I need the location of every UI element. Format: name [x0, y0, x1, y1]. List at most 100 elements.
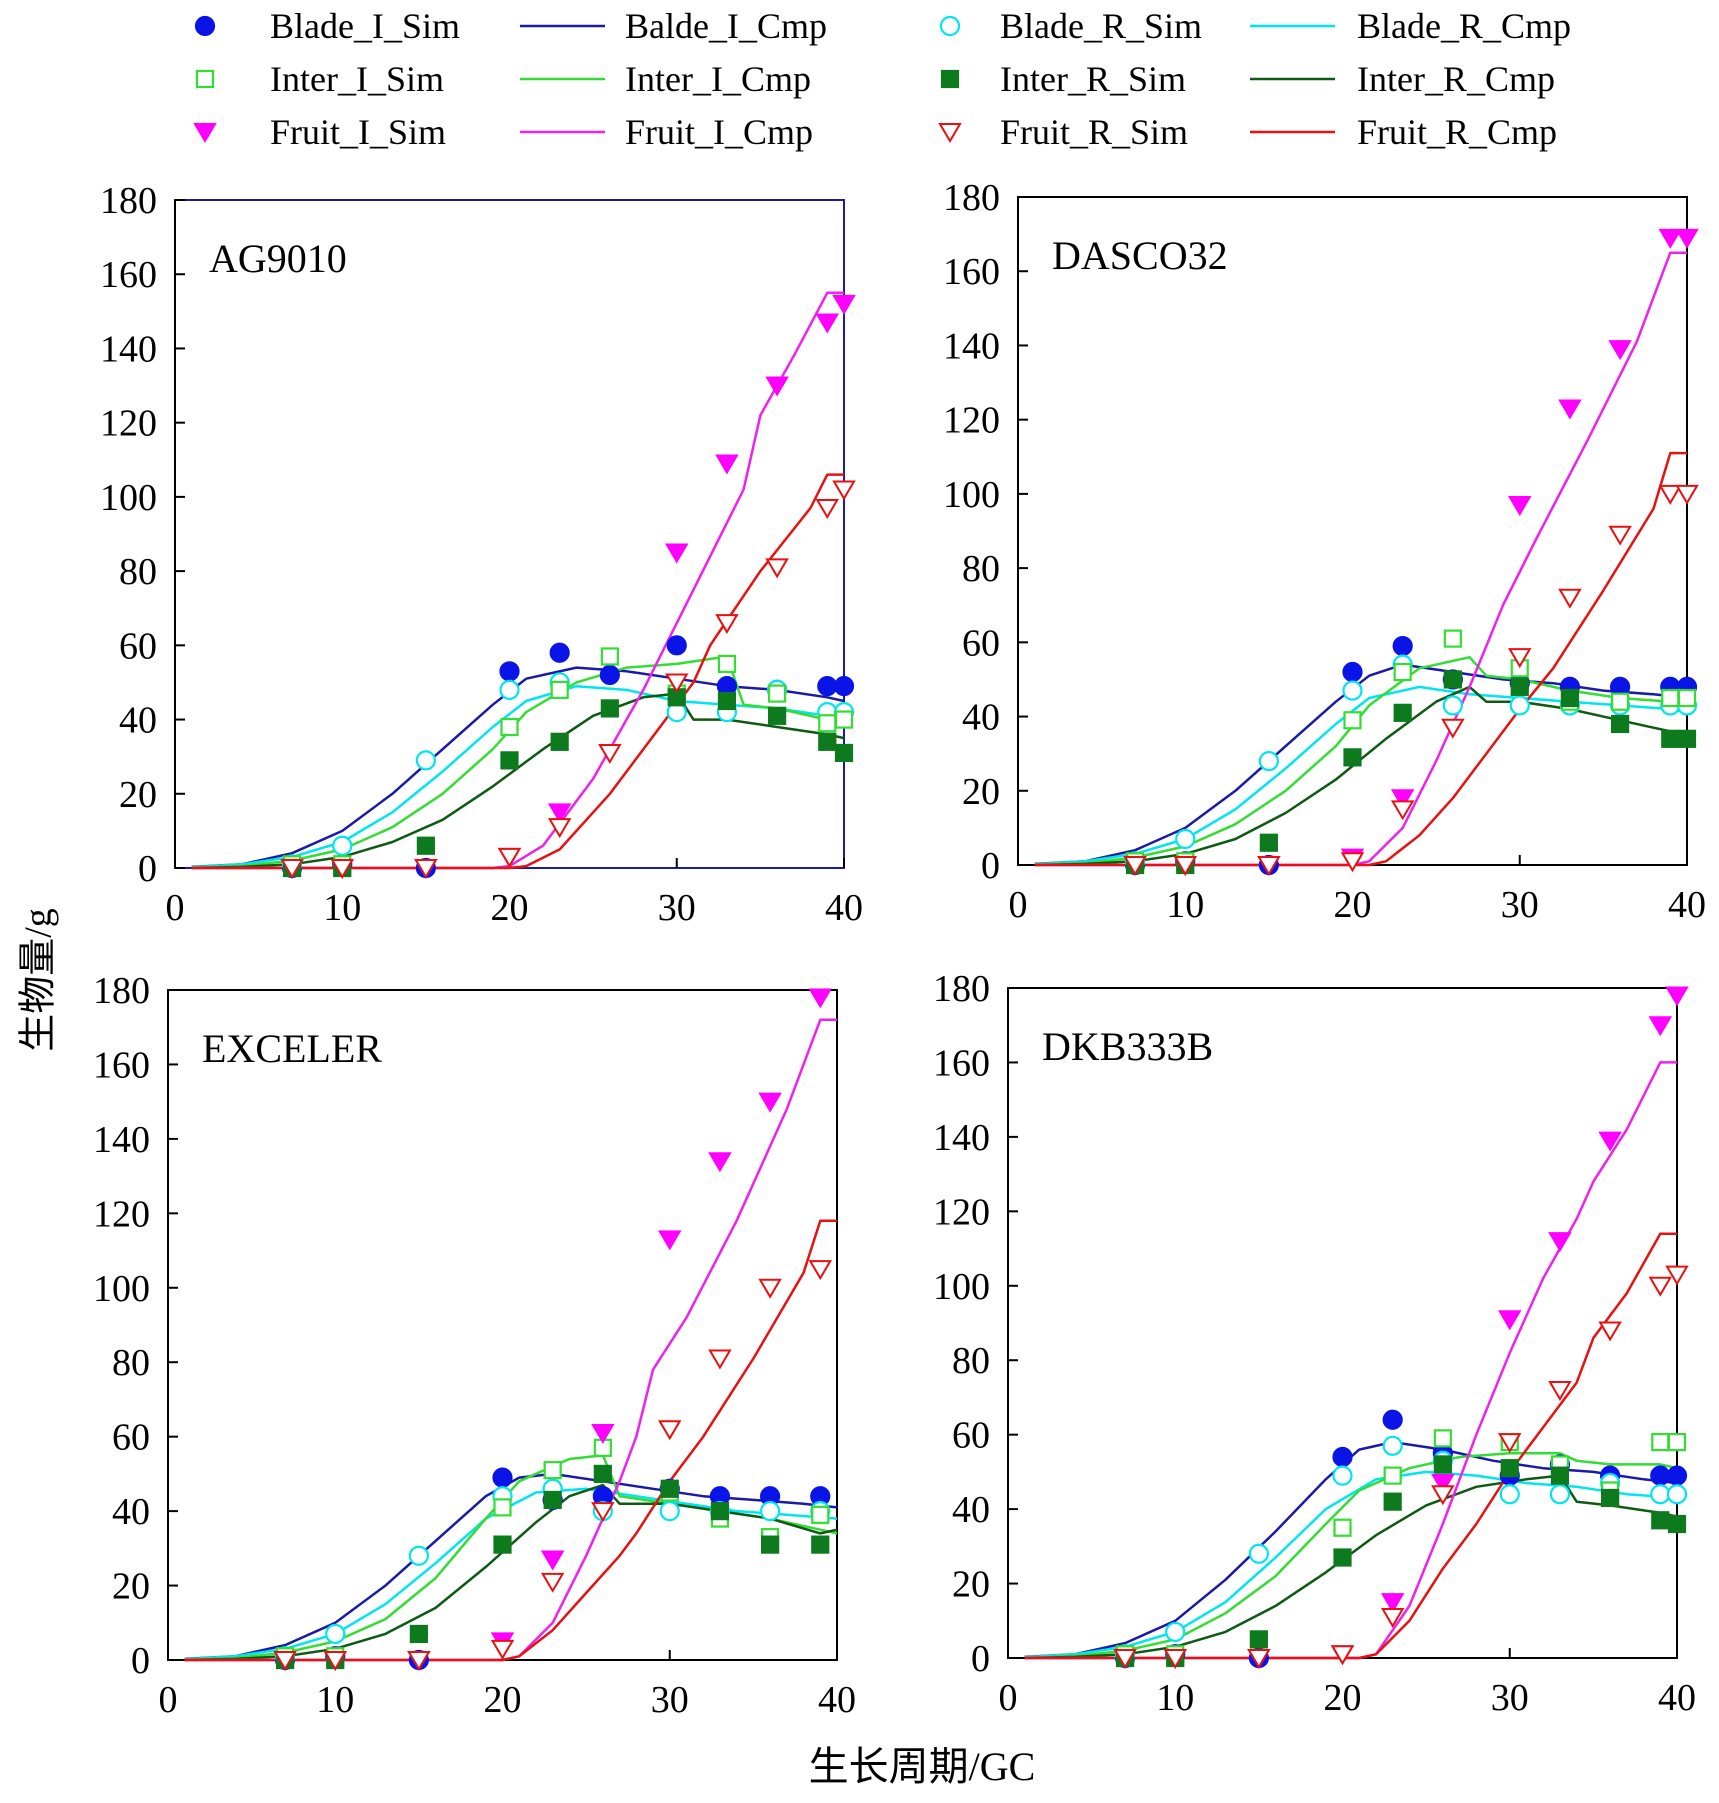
data-point-fruit_r_sim	[497, 847, 522, 868]
data-point-fruit_r_sim	[1431, 1485, 1455, 1506]
data-point-fruit_r_sim	[808, 1260, 833, 1281]
y-tick-label: 180	[933, 968, 990, 1010]
data-point-inter_r_sim	[1677, 729, 1697, 748]
legend-marker-blade_r_sim	[939, 15, 961, 37]
data-point-inter_r_sim	[1333, 1548, 1352, 1567]
data-point-fruit_r_sim	[665, 673, 689, 694]
data-point-blade_r_sim	[1650, 1484, 1671, 1505]
data-point-blade_r_sim	[1165, 1621, 1186, 1643]
data-point-inter_r_sim	[1667, 1514, 1687, 1534]
y-tick-label: 160	[933, 1042, 990, 1084]
series-line-fruit_r_cmp	[184, 1219, 837, 1662]
y-tick-label: 60	[119, 625, 157, 667]
series-line-inter_r_cmp	[1024, 1474, 1678, 1660]
legend-label-blade_i_sim: Blade_I_Sim	[270, 6, 460, 46]
data-point-fruit_r_sim	[1257, 856, 1281, 876]
data-point-fruit_i_sim	[1390, 789, 1415, 810]
data-point-blade_r_sim	[659, 1501, 680, 1522]
data-point-fruit_i_sim	[547, 803, 572, 824]
legend-label-inter_i_sim: Inter_I_Sim	[270, 59, 444, 99]
y-tick-label: 0	[131, 1640, 150, 1682]
data-point-fruit_i_sim	[1665, 986, 1689, 1007]
y-tick-label: 80	[962, 548, 1000, 590]
data-point-fruit_r_sim	[1163, 1649, 1187, 1669]
series-line-inter_r_cmp	[191, 692, 845, 870]
data-point-inter_i_sim	[811, 1505, 830, 1524]
data-point-fruit_i_sim	[1498, 1310, 1522, 1331]
x-tick-label: 0	[999, 1677, 1018, 1719]
y-tick-label: 0	[981, 845, 1000, 887]
x-tick-label: 20	[491, 887, 529, 929]
y-tick-label: 40	[952, 1489, 990, 1531]
y-tick-label: 60	[112, 1417, 150, 1459]
panel-title: DKB333B	[1042, 1024, 1213, 1069]
data-point-inter_i_sim	[1661, 688, 1680, 708]
data-point-inter_r_sim	[1651, 1511, 1670, 1530]
legend-label-blade_i_cmp: Balde_I_Cmp	[625, 6, 827, 46]
data-point-blade_i_sim	[1332, 1446, 1353, 1468]
data-point-blade_i_sim	[1342, 661, 1363, 683]
data-point-inter_r_sim	[1393, 703, 1412, 722]
data-point-fruit_i_sim	[1608, 340, 1632, 361]
data-point-blade_i_sim	[499, 661, 520, 682]
series-line-fruit_i_cmp	[184, 1018, 837, 1662]
data-point-fruit_r_sim	[1548, 1381, 1572, 1401]
y-tick-label: 160	[943, 251, 1000, 293]
legend-label-inter_r_sim: Inter_R_Sim	[1000, 59, 1186, 99]
legend-label-inter_r_cmp: Inter_R_Cmp	[1357, 59, 1555, 99]
data-point-blade_i_sim	[1666, 1465, 1688, 1486]
x-tick-label: 30	[651, 1679, 689, 1721]
y-tick-label: 20	[119, 774, 157, 816]
x-tick-label: 0	[1009, 884, 1028, 926]
data-point-fruit_r_sim	[1340, 852, 1365, 873]
data-point-blade_r_sim	[325, 1623, 346, 1645]
data-point-fruit_i_sim	[540, 1550, 565, 1571]
data-point-fruit_i_sim	[1548, 1232, 1572, 1253]
series-line-fruit_i_cmp	[1024, 1061, 1677, 1660]
data-point-inter_r_sim	[767, 706, 787, 725]
y-tick-label: 80	[952, 1340, 990, 1382]
data-point-fruit_r_sim	[1123, 856, 1147, 876]
panel-title: AG9010	[209, 236, 347, 281]
data-point-inter_r_sim	[1550, 1466, 1570, 1485]
series-line-blade_r_cmp	[1034, 685, 1688, 866]
data-point-inter_i_sim	[717, 654, 737, 673]
data-point-fruit_r_sim	[1675, 484, 1699, 505]
data-point-fruit_r_sim	[1598, 1321, 1622, 1342]
y-tick-label: 180	[943, 177, 1000, 219]
series-line-fruit_i_cmp	[1034, 251, 1687, 867]
data-point-fruit_r_sim	[1608, 525, 1632, 546]
series-points-fruit_i_sim	[280, 294, 856, 879]
data-point-fruit_i_sim	[1658, 228, 1683, 249]
y-tick-label: 120	[100, 403, 157, 445]
data-point-inter_r_sim	[1510, 677, 1529, 696]
data-point-inter_r_sim	[1383, 1492, 1402, 1511]
legend-label-fruit_i_cmp: Fruit_I_Cmp	[625, 112, 813, 152]
data-point-inter_r_sim	[500, 751, 519, 770]
y-tick-label: 60	[962, 622, 1000, 664]
data-point-inter_r_sim	[1443, 670, 1462, 689]
series-line-blade_r_cmp	[1024, 1470, 1678, 1659]
series-line-fruit_i_cmp	[191, 291, 844, 870]
data-point-fruit_i_sim	[1431, 1474, 1455, 1495]
series-points-blade_r_sim	[274, 1478, 831, 1667]
data-point-inter_r_sim	[1500, 1459, 1519, 1478]
data-point-inter_r_sim	[593, 1464, 612, 1483]
series-points-fruit_r_sim	[273, 1260, 833, 1671]
data-point-fruit_r_sim	[1330, 1645, 1355, 1666]
data-point-inter_i_sim	[543, 1461, 562, 1480]
data-point-blade_i_sim	[1392, 635, 1413, 657]
data-point-fruit_r_sim	[280, 859, 304, 879]
series-line-blade_i_cmp	[1034, 663, 1688, 866]
data-point-inter_i_sim	[1667, 1433, 1687, 1452]
data-point-fruit_r_sim	[1665, 1265, 1689, 1286]
y-tick-label: 160	[100, 254, 157, 296]
data-point-fruit_r_sim	[540, 1572, 565, 1593]
data-point-inter_r_sim	[600, 699, 619, 718]
series-line-blade_i_cmp	[191, 666, 845, 869]
y-tick-label: 120	[93, 1193, 150, 1235]
data-point-fruit_i_sim	[1558, 399, 1582, 420]
data-point-inter_r_sim	[1661, 729, 1680, 748]
legend-label-fruit_i_sim: Fruit_I_Sim	[270, 112, 446, 152]
data-point-inter_i_sim	[500, 717, 519, 737]
